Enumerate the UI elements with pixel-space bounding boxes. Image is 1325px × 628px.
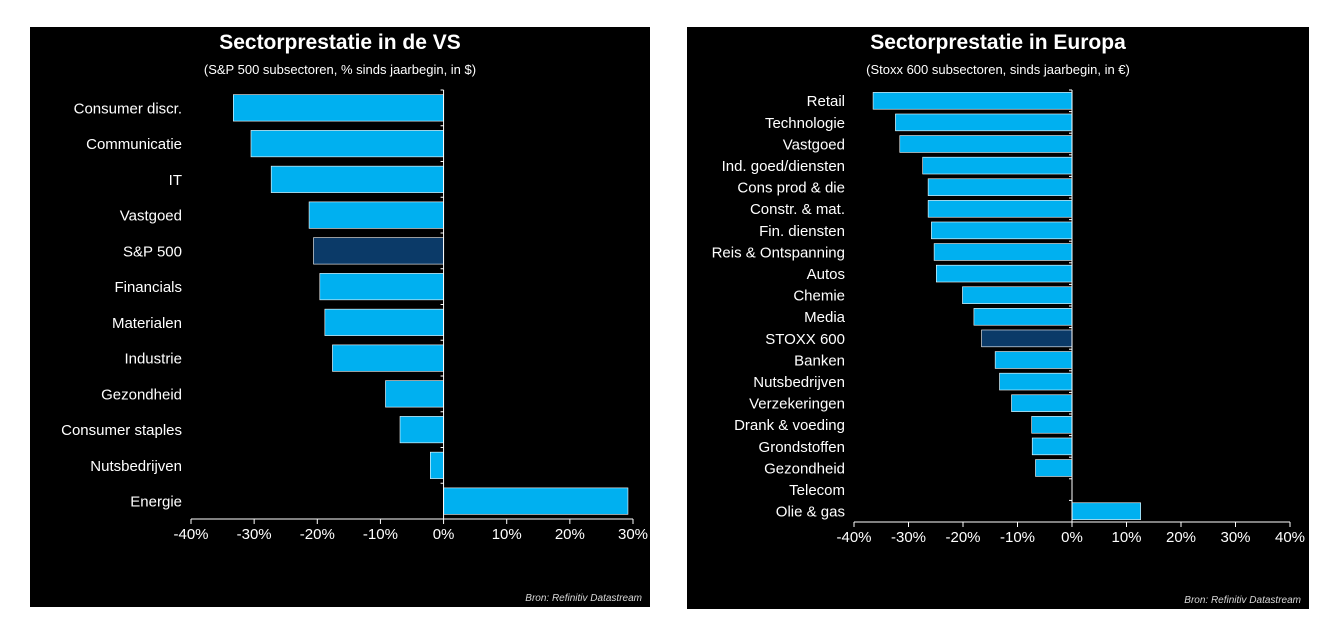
category-label: Grondstoffen: [759, 439, 845, 456]
category-label: IT: [169, 172, 182, 189]
category-label: Media: [804, 309, 846, 326]
bar-consumer-staples: [399, 416, 444, 444]
category-label: Nutsbedrijven: [90, 458, 182, 475]
category-label: Communicatie: [86, 136, 182, 153]
x-tick-label: -40%: [836, 529, 871, 546]
bar-ind-goed-diensten: [922, 156, 1073, 175]
category-label: Energie: [130, 494, 182, 511]
category-label: Fin. diensten: [759, 223, 845, 240]
bar-olie-gas: [1071, 502, 1141, 520]
bar-s-p-500: [313, 237, 444, 265]
category-label: Vastgoed: [783, 136, 845, 153]
chart-title: Sectorprestatie in Europa: [870, 31, 1126, 54]
category-label: Verzekeringen: [749, 396, 845, 413]
bar-chemie: [962, 286, 1073, 304]
bar-industrie: [332, 344, 444, 372]
category-label: STOXX 600: [765, 331, 845, 348]
x-tick-label: 20%: [1166, 529, 1196, 546]
bar-grondstoffen: [1031, 437, 1073, 456]
x-tick-label: -30%: [237, 526, 272, 543]
bar-banken: [994, 351, 1073, 369]
bar-nutsbedrijven: [430, 451, 444, 479]
bar-verzekeringen: [1011, 394, 1073, 412]
bar-consumer-discr: [233, 94, 444, 122]
chart-subtitle: (S&P 500 subsectoren, % sinds jaarbegin,…: [203, 62, 477, 77]
category-label: Chemie: [793, 288, 845, 305]
bar-fin-diensten: [931, 221, 1073, 240]
chart-subtitle: (Stoxx 600 subsectoren, sinds jaarbegin,…: [866, 62, 1130, 77]
bar-retail: [872, 92, 1073, 110]
bar-constr-mat: [927, 200, 1073, 218]
category-label: Olie & gas: [776, 504, 845, 521]
bar-financials: [319, 273, 444, 301]
category-label: Materialen: [112, 315, 182, 332]
category-label: Industrie: [124, 351, 182, 368]
source-note: Bron: Refinitiv Datastream: [525, 593, 642, 604]
category-label: Gezondheid: [764, 460, 845, 477]
x-tick-label: -40%: [173, 526, 208, 543]
category-label: Gezondheid: [101, 386, 182, 403]
category-label: Reis & Ontspanning: [712, 244, 845, 261]
chart-panel-europe: Sectorprestatie in Europa (Stoxx 600 sub…: [687, 27, 1309, 609]
category-label: Retail: [807, 93, 845, 110]
category-label: Telecom: [789, 482, 845, 499]
category-label: Consumer staples: [61, 422, 182, 439]
x-tick-label: 10%: [492, 526, 522, 543]
category-label: Constr. & mat.: [750, 201, 845, 218]
bar-nutsbedrijven: [999, 372, 1073, 391]
category-label: Autos: [807, 266, 845, 283]
bar-media: [973, 308, 1073, 326]
x-tick-label: 20%: [555, 526, 585, 543]
x-tick-label: 40%: [1275, 529, 1305, 546]
category-label: Cons prod & die: [737, 180, 845, 197]
chart-panel-us: Sectorprestatie in de VS (S&P 500 subsec…: [30, 27, 650, 607]
bar-materialen: [324, 308, 444, 336]
category-label: Financials: [114, 279, 182, 296]
bar-drank-voeding: [1031, 416, 1073, 434]
chart-title: Sectorprestatie in de VS: [219, 31, 461, 54]
x-tick-label: 0%: [1061, 529, 1083, 546]
bar-technologie: [895, 113, 1073, 132]
category-label: Consumer discr.: [74, 100, 182, 117]
x-tick-label: -10%: [1000, 529, 1035, 546]
x-tick-label: -20%: [300, 526, 335, 543]
bar-cons-prod-die: [927, 178, 1073, 196]
bar-autos: [935, 264, 1073, 283]
category-label: Technologie: [765, 115, 845, 132]
bar-chart-us: Consumer discr. Communicatie IT Vastgoed S&P…: [61, 89, 648, 543]
category-label: Vastgoed: [120, 208, 182, 225]
bar-communicatie: [250, 130, 444, 158]
x-tick-label: -20%: [945, 529, 980, 546]
bar-energie: [443, 487, 629, 515]
category-label: Drank & voeding: [734, 417, 845, 434]
bar-gezondheid: [1035, 459, 1073, 477]
category-label: Ind. goed/diensten: [722, 158, 845, 175]
x-tick-label: 0%: [433, 526, 455, 543]
category-label: Nutsbedrijven: [753, 374, 845, 391]
category-label: Banken: [794, 352, 845, 369]
x-tick-label: 30%: [618, 526, 648, 543]
bar-chart-europe: Retail Technologie Vastgoed Ind. goed/diens…: [712, 89, 1305, 546]
bar-stoxx-600: [981, 329, 1073, 348]
bar-reis-ontspanning: [933, 243, 1073, 261]
x-tick-label: -10%: [363, 526, 398, 543]
category-label: S&P 500: [123, 243, 182, 260]
x-tick-label: 30%: [1220, 529, 1250, 546]
x-tick-label: 10%: [1111, 529, 1141, 546]
bar-gezondheid: [385, 380, 444, 408]
bar-vastgoed: [899, 135, 1073, 153]
bar-vastgoed: [308, 201, 444, 229]
bar-it: [270, 165, 444, 193]
x-tick-label: -30%: [891, 529, 926, 546]
source-note: Bron: Refinitiv Datastream: [1184, 595, 1301, 606]
